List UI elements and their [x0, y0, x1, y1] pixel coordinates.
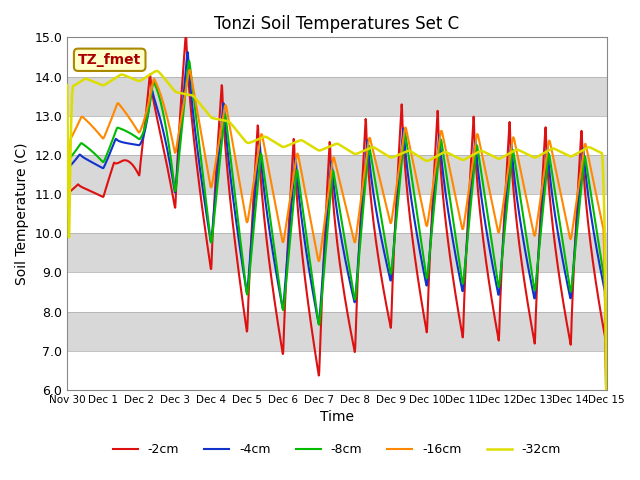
- Bar: [67, 194, 607, 233]
- -4cm: [421, 275, 429, 281]
- Bar: [67, 37, 607, 76]
- -16cm: [421, 216, 429, 222]
- Bar: [67, 351, 607, 390]
- Line: -2cm: -2cm: [67, 34, 607, 467]
- -4cm: [184, 50, 191, 56]
- -32cm: [603, 432, 611, 438]
- Bar: [67, 155, 607, 194]
- -2cm: [63, 187, 71, 193]
- Line: -8cm: -8cm: [67, 61, 607, 466]
- -32cm: [539, 151, 547, 156]
- -8cm: [170, 181, 178, 187]
- Bar: [67, 116, 607, 155]
- -16cm: [244, 216, 252, 222]
- -32cm: [244, 140, 252, 146]
- -32cm: [492, 155, 499, 160]
- -4cm: [244, 281, 252, 287]
- -8cm: [184, 72, 191, 78]
- -32cm: [63, 82, 71, 88]
- Line: -16cm: -16cm: [67, 70, 607, 480]
- -16cm: [539, 178, 547, 184]
- Bar: [67, 233, 607, 273]
- -8cm: [492, 263, 499, 269]
- -32cm: [421, 157, 429, 163]
- -8cm: [539, 207, 547, 213]
- -32cm: [184, 92, 191, 97]
- -2cm: [492, 319, 499, 324]
- -4cm: [539, 195, 547, 201]
- -16cm: [170, 147, 178, 153]
- -16cm: [492, 216, 499, 221]
- -8cm: [63, 150, 71, 156]
- Text: TZ_fmet: TZ_fmet: [78, 53, 141, 67]
- -2cm: [184, 64, 191, 70]
- -8cm: [244, 288, 252, 294]
- -16cm: [186, 67, 193, 73]
- -4cm: [492, 277, 499, 283]
- -2cm: [603, 464, 611, 470]
- -2cm: [170, 200, 178, 206]
- Title: Tonzi Soil Temperatures Set C: Tonzi Soil Temperatures Set C: [214, 15, 460, 33]
- Line: -4cm: -4cm: [67, 52, 607, 480]
- -4cm: [184, 49, 191, 55]
- -4cm: [170, 185, 178, 191]
- Bar: [67, 312, 607, 351]
- Legend: -2cm, -4cm, -8cm, -16cm, -32cm: -2cm, -4cm, -8cm, -16cm, -32cm: [108, 438, 566, 461]
- Line: -32cm: -32cm: [67, 71, 607, 435]
- -8cm: [603, 463, 611, 469]
- Y-axis label: Soil Temperature (C): Soil Temperature (C): [15, 143, 29, 285]
- -8cm: [421, 264, 429, 270]
- -2cm: [539, 167, 547, 172]
- -4cm: [63, 160, 71, 166]
- Bar: [67, 273, 607, 312]
- -2cm: [182, 31, 189, 37]
- X-axis label: Time: Time: [320, 410, 354, 424]
- Bar: [67, 76, 607, 116]
- -16cm: [63, 131, 71, 136]
- -2cm: [421, 319, 429, 324]
- -2cm: [244, 308, 252, 314]
- -32cm: [171, 88, 179, 94]
- -16cm: [184, 78, 191, 84]
- -8cm: [185, 58, 193, 64]
- -32cm: [153, 68, 161, 74]
